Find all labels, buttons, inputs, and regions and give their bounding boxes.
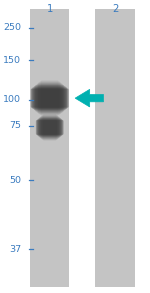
Text: 37: 37 xyxy=(9,245,21,253)
FancyArrow shape xyxy=(75,89,104,107)
FancyBboxPatch shape xyxy=(30,9,69,287)
FancyBboxPatch shape xyxy=(40,117,59,138)
Text: 150: 150 xyxy=(3,56,21,64)
FancyBboxPatch shape xyxy=(36,120,63,135)
FancyBboxPatch shape xyxy=(38,118,61,137)
Text: 250: 250 xyxy=(3,23,21,32)
FancyBboxPatch shape xyxy=(39,81,60,115)
FancyBboxPatch shape xyxy=(32,87,67,109)
FancyBboxPatch shape xyxy=(39,117,60,137)
FancyBboxPatch shape xyxy=(34,86,66,110)
FancyBboxPatch shape xyxy=(35,85,64,111)
FancyBboxPatch shape xyxy=(31,88,69,108)
FancyBboxPatch shape xyxy=(41,116,58,139)
FancyBboxPatch shape xyxy=(96,9,135,287)
Text: 100: 100 xyxy=(3,95,21,104)
FancyBboxPatch shape xyxy=(41,80,58,116)
Text: 1: 1 xyxy=(46,4,53,14)
FancyBboxPatch shape xyxy=(37,119,62,136)
FancyBboxPatch shape xyxy=(42,115,57,140)
Text: 50: 50 xyxy=(9,176,21,185)
Text: 75: 75 xyxy=(9,122,21,130)
FancyBboxPatch shape xyxy=(38,83,61,114)
FancyBboxPatch shape xyxy=(37,84,63,113)
Text: 2: 2 xyxy=(112,4,118,14)
